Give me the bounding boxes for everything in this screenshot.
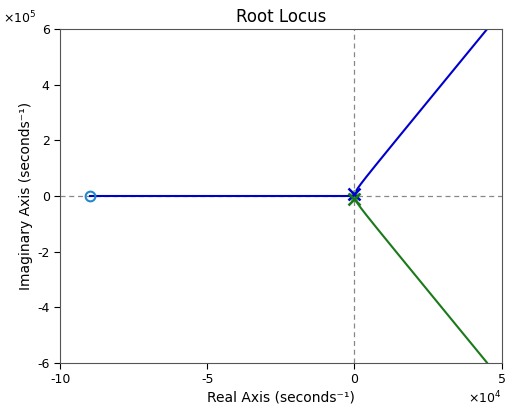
Title: Root Locus: Root Locus <box>236 8 326 26</box>
Text: $\times10^4$: $\times10^4$ <box>468 389 502 406</box>
X-axis label: Real Axis (seconds⁻¹): Real Axis (seconds⁻¹) <box>207 390 355 404</box>
Y-axis label: Imaginary Axis (seconds⁻¹): Imaginary Axis (seconds⁻¹) <box>19 102 33 290</box>
Text: $\times10^5$: $\times10^5$ <box>3 9 36 26</box>
